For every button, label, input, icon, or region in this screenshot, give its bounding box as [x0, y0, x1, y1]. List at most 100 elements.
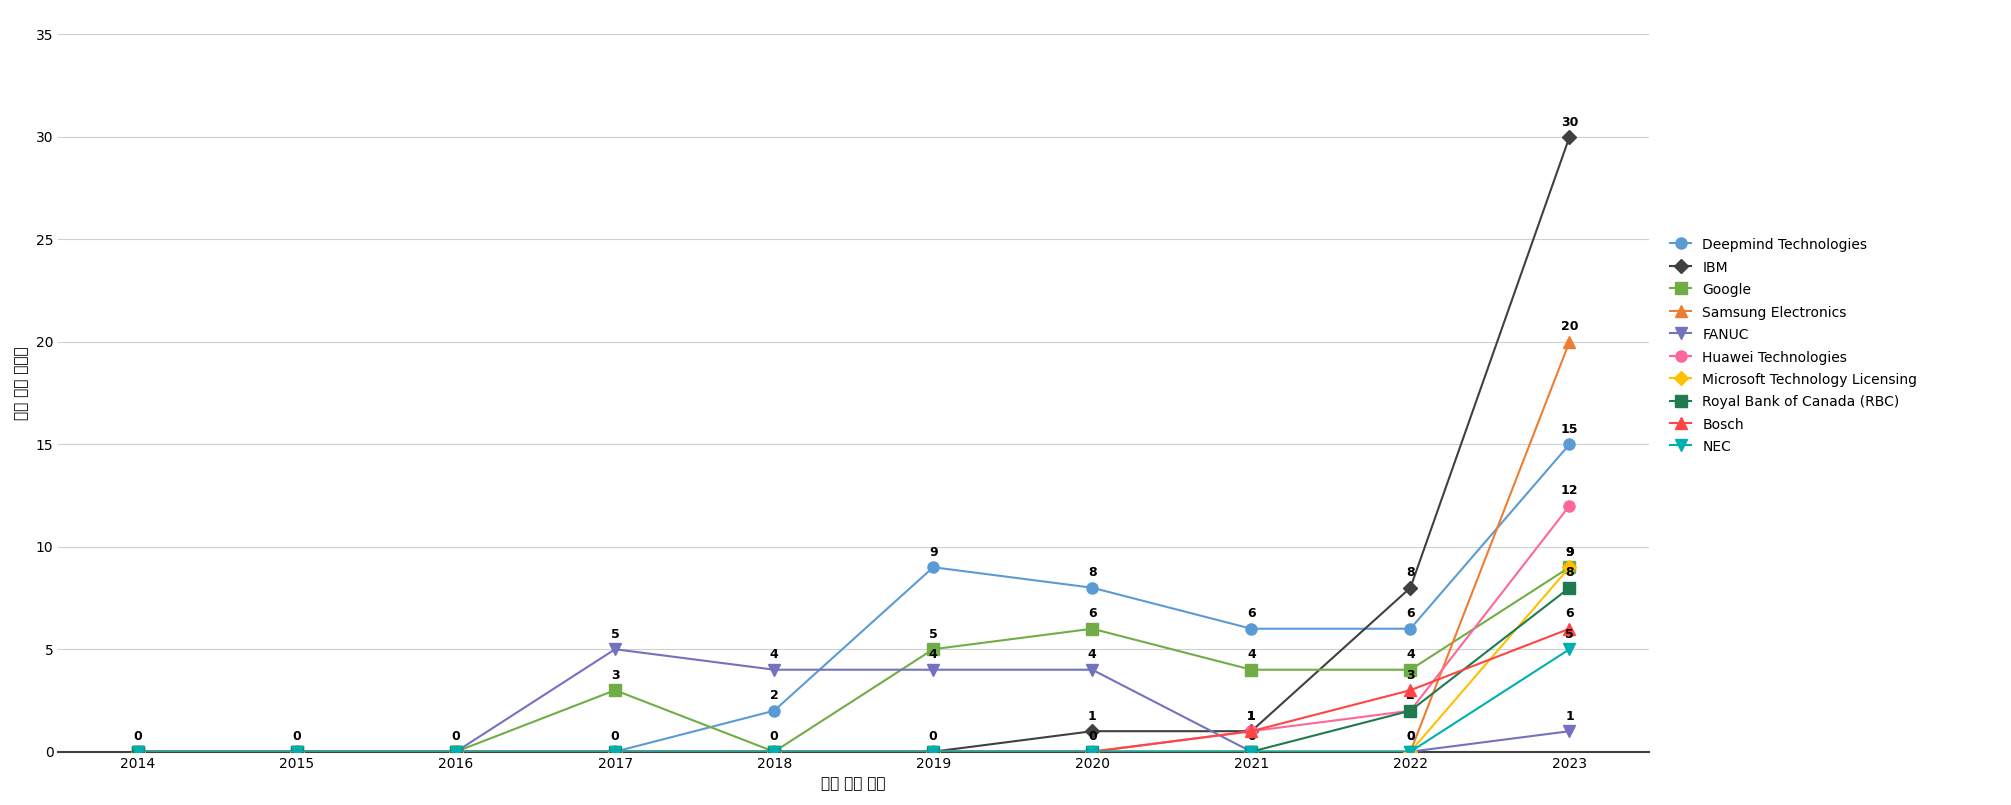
- Huawei Technologies: [762, 747, 786, 757]
- Google: [1398, 665, 1422, 675]
- Deepmind Technologies: [127, 747, 151, 757]
- Samsung Electronics: [1239, 747, 1263, 757]
- Text: 1: 1: [1247, 710, 1255, 723]
- Bosch: [1557, 624, 1581, 634]
- Text: 30: 30: [1561, 116, 1579, 129]
- Google: [603, 685, 627, 695]
- Text: 0: 0: [1406, 730, 1416, 743]
- Text: 6: 6: [1406, 608, 1414, 621]
- Microsoft Technology Licensing: [1239, 747, 1263, 757]
- Text: 1: 1: [1565, 710, 1575, 723]
- Bosch: [286, 747, 310, 757]
- IBM: [1239, 726, 1263, 736]
- Text: 15: 15: [1561, 423, 1579, 436]
- IBM: [444, 747, 469, 757]
- Text: 5: 5: [929, 628, 937, 641]
- Line: Microsoft Technology Licensing: Microsoft Technology Licensing: [133, 563, 1575, 757]
- Text: 12: 12: [1561, 485, 1579, 497]
- Samsung Electronics: [286, 747, 310, 757]
- Microsoft Technology Licensing: [1080, 747, 1104, 757]
- Google: [444, 747, 469, 757]
- X-axis label: 특허 발행 연도: 특허 발행 연도: [820, 776, 887, 791]
- Text: 0: 0: [770, 730, 778, 743]
- Text: 0: 0: [611, 730, 619, 743]
- Samsung Electronics: [444, 747, 469, 757]
- Google: [1557, 563, 1581, 572]
- Microsoft Technology Licensing: [1398, 747, 1422, 757]
- Huawei Technologies: [1239, 726, 1263, 736]
- Huawei Technologies: [1080, 747, 1104, 757]
- FANUC: [1239, 747, 1263, 757]
- FANUC: [762, 665, 786, 675]
- Text: 9: 9: [929, 546, 937, 559]
- Text: 0: 0: [133, 730, 143, 743]
- FANUC: [286, 747, 310, 757]
- Text: 1: 1: [1088, 710, 1096, 723]
- NEC: [1398, 747, 1422, 757]
- Microsoft Technology Licensing: [603, 747, 627, 757]
- Line: Samsung Electronics: Samsung Electronics: [131, 336, 1577, 758]
- Huawei Technologies: [444, 747, 469, 757]
- Text: 4: 4: [770, 648, 778, 662]
- Text: 2: 2: [1406, 689, 1416, 703]
- Royal Bank of Canada (RBC): [127, 747, 151, 757]
- FANUC: [1398, 747, 1422, 757]
- Bosch: [1239, 726, 1263, 736]
- Royal Bank of Canada (RBC): [444, 747, 469, 757]
- IBM: [1080, 726, 1104, 736]
- Microsoft Technology Licensing: [444, 747, 469, 757]
- Deepmind Technologies: [286, 747, 310, 757]
- Samsung Electronics: [127, 747, 151, 757]
- Royal Bank of Canada (RBC): [1557, 583, 1581, 592]
- NEC: [127, 747, 151, 757]
- Deepmind Technologies: [921, 563, 945, 572]
- Text: 3: 3: [1406, 669, 1414, 682]
- Text: 9: 9: [1565, 546, 1575, 559]
- NEC: [1239, 747, 1263, 757]
- Huawei Technologies: [603, 747, 627, 757]
- Deepmind Technologies: [1398, 624, 1422, 634]
- Microsoft Technology Licensing: [127, 747, 151, 757]
- Royal Bank of Canada (RBC): [1080, 747, 1104, 757]
- Huawei Technologies: [1557, 501, 1581, 510]
- Line: Deepmind Technologies: Deepmind Technologies: [133, 439, 1575, 758]
- Legend: Deepmind Technologies, IBM, Google, Samsung Electronics, FANUC, Huawei Technolog: Deepmind Technologies, IBM, Google, Sams…: [1665, 232, 1923, 460]
- Royal Bank of Canada (RBC): [286, 747, 310, 757]
- Microsoft Technology Licensing: [921, 747, 945, 757]
- Huawei Technologies: [1398, 706, 1422, 716]
- IBM: [1557, 132, 1581, 142]
- Bosch: [762, 747, 786, 757]
- Line: Royal Bank of Canada (RBC): Royal Bank of Canada (RBC): [133, 582, 1575, 758]
- IBM: [286, 747, 310, 757]
- Line: Bosch: Bosch: [131, 622, 1577, 758]
- Bosch: [1080, 747, 1104, 757]
- Text: 4: 4: [1247, 648, 1255, 662]
- Deepmind Technologies: [603, 747, 627, 757]
- Deepmind Technologies: [1080, 583, 1104, 592]
- Microsoft Technology Licensing: [1557, 563, 1581, 572]
- Google: [127, 747, 151, 757]
- Google: [286, 747, 310, 757]
- NEC: [1080, 747, 1104, 757]
- Royal Bank of Canada (RBC): [603, 747, 627, 757]
- Text: 8: 8: [1406, 567, 1414, 580]
- Text: 0: 0: [1406, 730, 1416, 743]
- Deepmind Technologies: [1557, 440, 1581, 449]
- Bosch: [603, 747, 627, 757]
- FANUC: [921, 665, 945, 675]
- Text: 6: 6: [1088, 608, 1096, 621]
- Bosch: [127, 747, 151, 757]
- Samsung Electronics: [1080, 747, 1104, 757]
- Samsung Electronics: [1398, 747, 1422, 757]
- Y-axis label: 특허 출원 공개량: 특허 출원 공개량: [14, 346, 28, 419]
- NEC: [603, 747, 627, 757]
- IBM: [762, 747, 786, 757]
- Line: Google: Google: [133, 562, 1575, 758]
- Text: 1: 1: [1247, 710, 1255, 723]
- NEC: [762, 747, 786, 757]
- Samsung Electronics: [603, 747, 627, 757]
- Text: 5: 5: [611, 628, 619, 641]
- Text: 1: 1: [1247, 710, 1255, 723]
- FANUC: [1557, 726, 1581, 736]
- IBM: [921, 747, 945, 757]
